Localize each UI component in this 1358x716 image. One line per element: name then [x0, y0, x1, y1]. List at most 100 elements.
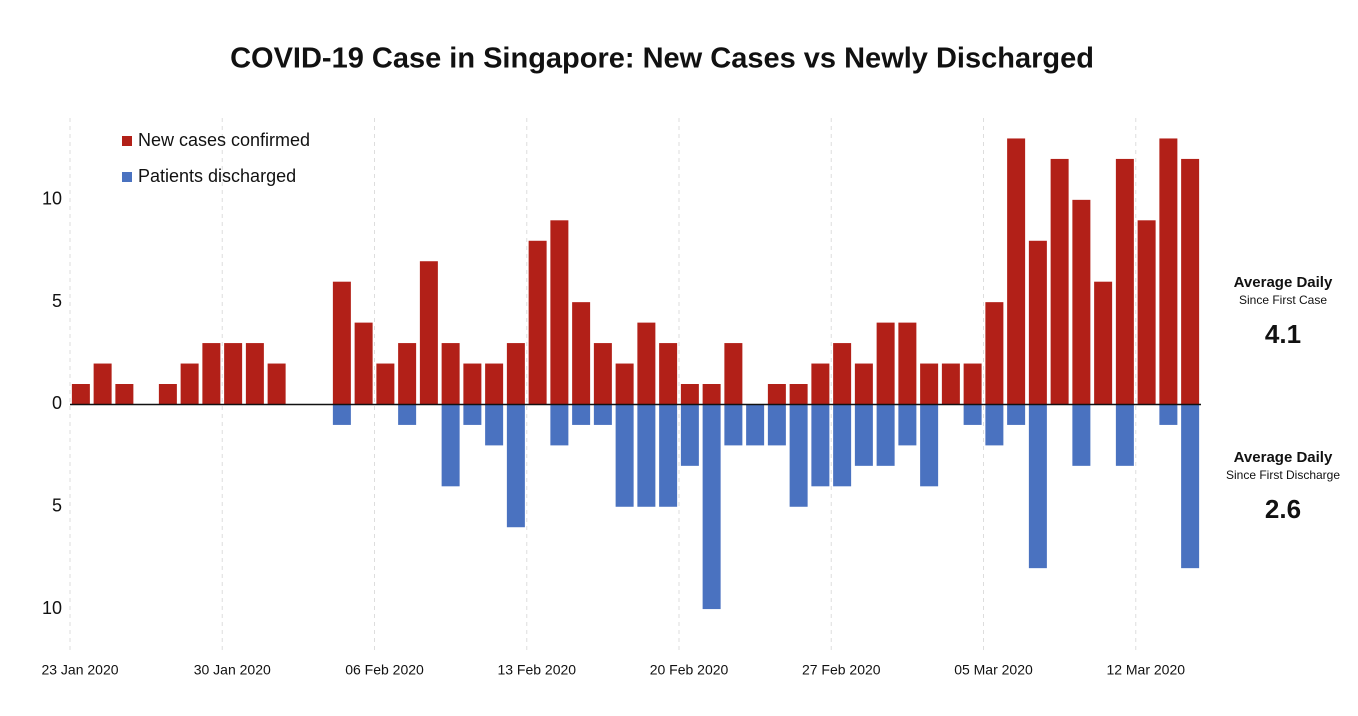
bar	[1159, 404, 1178, 425]
x-tick-label: 05 Mar 2020	[954, 662, 1033, 678]
bar	[1181, 158, 1200, 405]
bar	[789, 384, 808, 405]
bar	[1072, 404, 1091, 466]
x-tick-label: 06 Feb 2020	[345, 662, 424, 678]
bar	[441, 404, 460, 487]
bar	[963, 363, 982, 405]
y-tick-label: 10	[42, 598, 62, 618]
x-tick-label: 13 Feb 2020	[497, 662, 576, 678]
bar	[463, 363, 482, 405]
bar	[158, 384, 177, 405]
bar	[245, 343, 264, 405]
bar	[833, 404, 852, 487]
bar	[354, 322, 373, 405]
legend-label: Patients discharged	[138, 166, 296, 186]
bar	[398, 404, 417, 425]
bar	[550, 404, 569, 446]
bar	[71, 384, 90, 405]
bar	[659, 404, 678, 507]
bar	[920, 363, 939, 405]
bar	[985, 302, 1004, 405]
bar	[506, 343, 525, 405]
annotation-subtitle: Since First Case	[1239, 293, 1327, 307]
bar	[680, 404, 699, 466]
bar	[767, 404, 786, 446]
bar	[180, 363, 199, 405]
bar	[202, 343, 221, 405]
x-tick-label: 12 Mar 2020	[1106, 662, 1185, 678]
bar	[963, 404, 982, 425]
bar	[593, 343, 612, 405]
bar	[876, 404, 895, 466]
bar	[485, 404, 504, 446]
bar	[572, 404, 591, 425]
x-tick-label: 27 Feb 2020	[802, 662, 881, 678]
bar	[1028, 404, 1047, 569]
bar	[1137, 220, 1156, 405]
x-tick-label: 23 Jan 2020	[41, 662, 118, 678]
bar	[724, 343, 743, 405]
bar	[115, 384, 134, 405]
x-tick-label: 30 Jan 2020	[194, 662, 271, 678]
bar	[376, 363, 395, 405]
bar	[898, 322, 917, 405]
bar	[419, 261, 438, 405]
bar	[593, 404, 612, 425]
bar	[920, 404, 939, 487]
annotation-title: Average Daily	[1234, 274, 1333, 291]
bar	[876, 322, 895, 405]
annotation-value: 2.6	[1265, 494, 1301, 524]
bar	[1007, 404, 1026, 425]
legend-swatch	[122, 172, 132, 182]
bar	[985, 404, 1004, 446]
bar	[702, 404, 721, 610]
bar	[1181, 404, 1200, 569]
annotation-subtitle: Since First Discharge	[1226, 468, 1340, 482]
bar	[506, 404, 525, 528]
bar	[1094, 281, 1113, 405]
y-tick-label: 5	[52, 291, 62, 311]
bar	[615, 404, 634, 507]
bar	[398, 343, 417, 405]
bar	[637, 322, 656, 405]
bar	[332, 404, 351, 425]
bar	[833, 343, 852, 405]
y-tick-label: 5	[52, 496, 62, 516]
bar	[93, 363, 112, 405]
bar	[854, 363, 873, 405]
legend-label: New cases confirmed	[138, 130, 310, 150]
legend-swatch	[122, 136, 132, 146]
bar	[898, 404, 917, 446]
y-tick-label: 10	[42, 189, 62, 209]
bar	[1115, 158, 1134, 405]
bar	[572, 302, 591, 405]
bar	[637, 404, 656, 507]
bar	[615, 363, 634, 405]
bar	[724, 404, 743, 446]
bar	[659, 343, 678, 405]
chart-title: COVID-19 Case in Singapore: New Cases vs…	[230, 43, 1094, 75]
bar	[811, 363, 830, 405]
bar	[811, 404, 830, 487]
bar	[746, 404, 765, 446]
annotation-value: 4.1	[1265, 319, 1301, 349]
bar	[941, 363, 960, 405]
bar	[1007, 138, 1026, 405]
bar	[463, 404, 482, 425]
bar	[485, 363, 504, 405]
bar	[767, 384, 786, 405]
bar	[789, 404, 808, 507]
bar	[528, 240, 547, 405]
bar	[1072, 199, 1091, 405]
bar	[702, 384, 721, 405]
bar	[1050, 158, 1069, 405]
bar	[550, 220, 569, 405]
bar	[680, 384, 699, 405]
annotation-title: Average Daily	[1234, 449, 1333, 466]
bar	[1115, 404, 1134, 466]
bar	[1028, 240, 1047, 405]
bar	[224, 343, 243, 405]
bar	[854, 404, 873, 466]
bar	[267, 363, 286, 405]
